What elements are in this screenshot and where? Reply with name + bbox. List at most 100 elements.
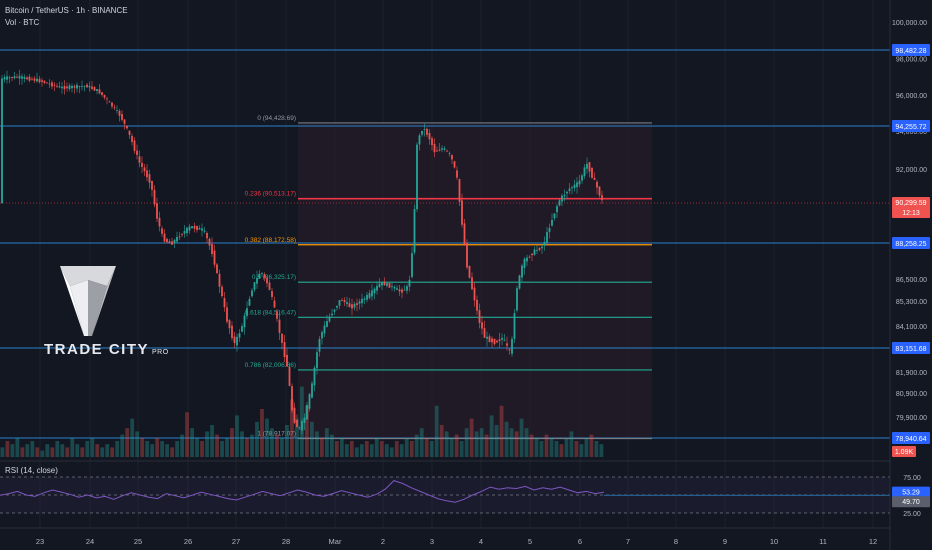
volume-bar (70, 437, 75, 457)
volume-bar (469, 418, 474, 457)
volume-bar (85, 441, 90, 457)
volume-bar (160, 441, 165, 457)
volume-bar (484, 434, 489, 457)
price-level-text: 88,258.25 (895, 241, 926, 248)
volume-bar (359, 444, 364, 457)
candle-body (86, 84, 88, 88)
candle-body (78, 86, 81, 88)
volume-bar (409, 441, 414, 457)
candle-body (203, 230, 206, 232)
fib-level-label: 0 (94,428.69) (257, 115, 296, 122)
volume-bar (105, 444, 110, 457)
time-tick-label: 26 (184, 537, 192, 546)
price-tick-label: 96,000.00 (896, 93, 927, 100)
candle-body (281, 333, 283, 343)
candle-body (286, 354, 288, 367)
time-tick-label: 25 (134, 537, 142, 546)
candle-body (521, 265, 523, 278)
trade-city-logo (60, 266, 116, 336)
volume-bar (404, 437, 409, 457)
fib-level-label: 0.786 (82,006.66) (245, 362, 296, 369)
price-level-text: 94,255.72 (895, 124, 926, 131)
candle-body (588, 162, 591, 172)
time-tick-label: 7 (626, 537, 630, 546)
fib-level-label: 0.382 (88,172.58) (245, 237, 296, 244)
time-tick-label: 9 (723, 537, 727, 546)
candle-body (556, 206, 558, 213)
candle-body (63, 85, 66, 90)
candle-body (318, 338, 321, 352)
candle-body (236, 336, 238, 346)
volume-bar (504, 421, 509, 457)
volume-bar (135, 431, 140, 457)
price-axis[interactable]: 100,000.00 98,000.00 96,000.00 94,000.00 92,… (889, 0, 930, 550)
candle-body (551, 219, 553, 226)
volume-bar (165, 444, 170, 457)
price-tick-label: 84,100.00 (896, 324, 927, 331)
volume-bar (489, 415, 494, 457)
candle-body (481, 322, 483, 329)
candle-body (468, 265, 471, 278)
candle-body (436, 150, 438, 152)
candle-body (133, 140, 136, 151)
candle-body (176, 236, 178, 242)
candle-body (568, 188, 571, 192)
candle-body (51, 82, 53, 87)
volume-bar (374, 437, 379, 457)
rsi-pane (0, 476, 890, 514)
candle-body (91, 86, 93, 89)
time-axis[interactable]: 23 24 25 26 27 28 Mar 2 3 4 5 6 7 8 9 10 11 12 (0, 527, 890, 546)
candle-body (538, 248, 541, 250)
price-level-text: 78,940.64 (895, 436, 926, 443)
candle-body (328, 316, 331, 322)
candle-body (83, 85, 86, 87)
candle-body (456, 170, 458, 178)
volume-bar (280, 437, 284, 457)
candle-body (473, 287, 476, 301)
price-tick-label: 80,900.00 (896, 391, 927, 398)
candle-body (226, 307, 228, 322)
time-tick-label: 27 (232, 537, 240, 546)
volume-bar (30, 441, 35, 457)
time-tick-label: Mar (329, 537, 342, 546)
time-tick-label: 6 (578, 537, 582, 546)
volume-bar (185, 412, 189, 457)
volume-bar (324, 428, 329, 457)
candle-body (571, 187, 573, 189)
volume-bar (584, 437, 589, 457)
candle-body (338, 300, 341, 306)
candle-body (26, 77, 28, 80)
candle-body (308, 394, 311, 409)
price-tick-label: 94,000.00 (896, 129, 927, 136)
candle-body (186, 227, 188, 234)
volume-bar (589, 434, 594, 457)
rsi-badge (892, 486, 930, 498)
candle-body (263, 274, 266, 278)
candle-body (38, 78, 41, 83)
candle-body (593, 177, 596, 180)
candle-body (336, 305, 338, 308)
rsi-title: RSI (14, close) (5, 466, 58, 475)
volume-bars (0, 386, 604, 457)
volume-bar (35, 447, 40, 457)
candle-body (356, 303, 358, 306)
volume-bar (494, 425, 499, 457)
candle-body (411, 253, 413, 277)
candle-body (508, 349, 511, 351)
volume-bar (255, 421, 259, 457)
candle-body (248, 298, 251, 306)
candle-body (178, 236, 181, 238)
time-tick-label: 24 (86, 537, 94, 546)
candle-body (188, 226, 191, 231)
candle-body (148, 174, 151, 183)
candle-body (276, 311, 278, 319)
candle-body (198, 228, 201, 230)
volume-bar (569, 431, 574, 457)
price-tick-label: 81,900.00 (896, 370, 927, 377)
volume-bar (419, 428, 424, 457)
volume-bar (130, 418, 135, 457)
candle-body (516, 288, 518, 311)
candle-body (48, 83, 51, 85)
volume-bar (50, 447, 55, 457)
